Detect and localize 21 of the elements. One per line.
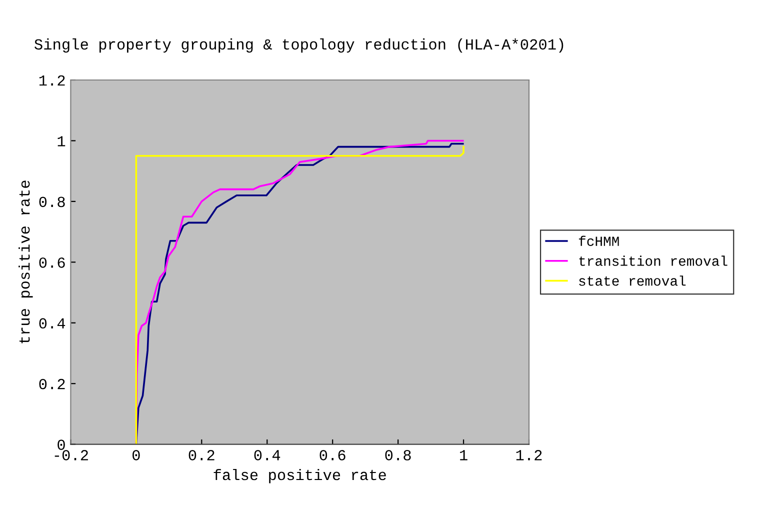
y-tick-label: 0.4 xyxy=(39,318,66,329)
x-tick-label: 0.4 xyxy=(254,450,280,460)
x-tick-label: 0.8 xyxy=(385,450,411,460)
x-axis-title: false positive rate xyxy=(214,468,386,484)
y-tick-label: 0.2 xyxy=(39,378,65,390)
x-tick-label: 1 xyxy=(460,450,468,460)
y-tick-label: 0 xyxy=(58,440,65,450)
legend-label: fcHMM xyxy=(578,236,619,246)
y-tick-label: 1 xyxy=(58,136,66,146)
y-tick-label: 0.6 xyxy=(39,257,65,268)
x-tick-label: -0.2 xyxy=(54,450,88,460)
chart-title: Single property grouping & topology reduction (HLA-A*0201) xyxy=(34,38,564,53)
x-tick-label: 0.6 xyxy=(320,450,346,460)
legend-label: state removal xyxy=(579,276,686,286)
x-tick-label: 0 xyxy=(132,450,140,460)
y-tick-label: 0.8 xyxy=(39,196,65,208)
x-tick-label: 1.2 xyxy=(516,450,542,460)
y-axis-title: true positive rate xyxy=(18,180,33,344)
legend-label: transition removal xyxy=(579,256,728,266)
y-tick-label: 1.2 xyxy=(39,75,65,86)
x-tick-label: 0.2 xyxy=(188,450,214,460)
